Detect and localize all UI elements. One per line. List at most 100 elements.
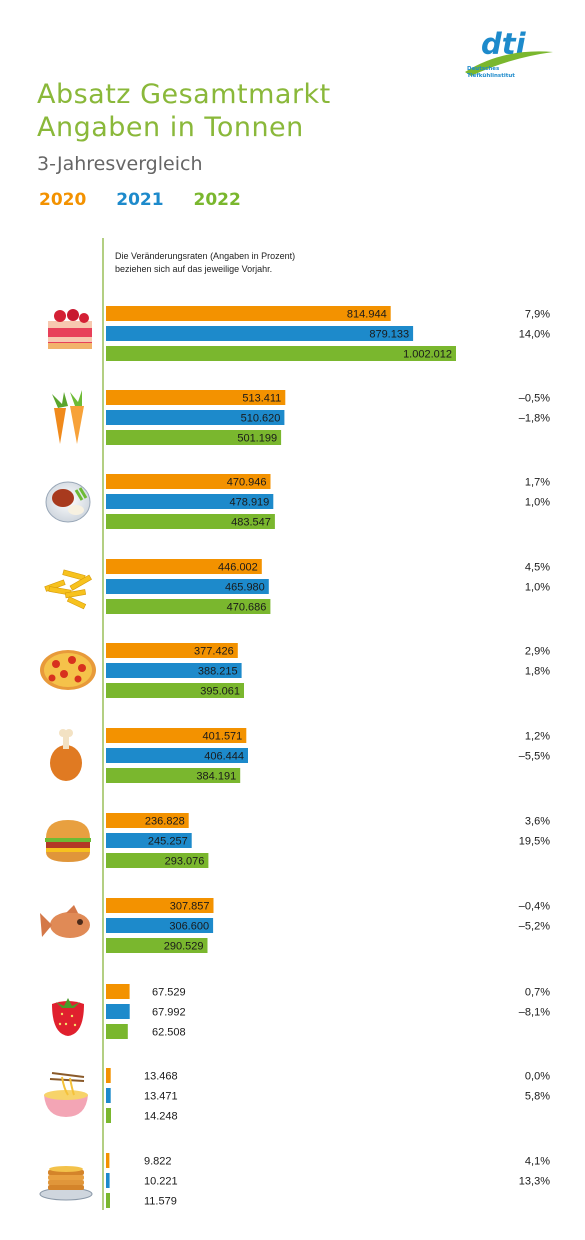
bar-2021-pancakes <box>106 1173 110 1188</box>
chart-axis-line <box>102 238 104 1210</box>
value-label: 510.620 <box>241 413 281 425</box>
bar-2020-carrot <box>106 390 286 405</box>
bar-2021-carrot <box>106 410 285 425</box>
value-label: 501.199 <box>237 433 277 445</box>
change-rate: –8,1% <box>519 1007 550 1019</box>
fish-icon <box>40 905 90 938</box>
value-label: 62.508 <box>152 1027 186 1039</box>
bar-2021-pizza <box>106 663 242 678</box>
bar-2020-noodles <box>106 1068 111 1083</box>
value-label: 236.828 <box>145 816 185 828</box>
value-label: 67.992 <box>152 1007 186 1019</box>
strawberry-icon <box>52 998 84 1036</box>
logo-swoosh <box>465 51 553 76</box>
value-label: 483.547 <box>231 517 271 529</box>
value-label: 10.221 <box>144 1176 178 1188</box>
note-line-2: beziehen sich auf das jeweilige Vorjahr. <box>115 264 273 274</box>
value-label: 395.061 <box>200 686 240 698</box>
bar-2021-meal-plate <box>106 494 274 509</box>
bar-2020-strawberry <box>106 984 130 999</box>
change-rate: 7,9% <box>525 309 550 321</box>
bar-2021-noodles <box>106 1088 111 1103</box>
change-rate: 0,0% <box>525 1071 550 1083</box>
bar-2022-cake <box>106 346 456 361</box>
bar-2022-pancakes <box>106 1193 110 1208</box>
value-label: 814.944 <box>347 309 387 321</box>
value-label: 307.857 <box>170 901 210 913</box>
poultry-leg-icon <box>50 729 82 781</box>
bar-2021-cake <box>106 326 414 341</box>
value-label: 470.686 <box>227 602 267 614</box>
bar-2020-pancakes <box>106 1153 110 1168</box>
bar-2021-burger <box>106 833 192 848</box>
legend: 2020 2021 2022 <box>39 190 265 210</box>
bar-2021-poultry-leg <box>106 748 248 763</box>
bar-2022-fish <box>106 938 208 953</box>
bar-2020-burger <box>106 813 189 828</box>
bar-2022-noodles <box>106 1108 111 1123</box>
bar-2022-fries <box>106 599 271 614</box>
burger-icon <box>45 820 91 862</box>
value-label: 306.600 <box>169 921 209 933</box>
change-rate: –5,2% <box>519 921 550 933</box>
bar-2022-carrot <box>106 430 282 445</box>
change-rate-note: Die Veränderungsraten (Angaben in Prozen… <box>115 250 295 276</box>
change-rate: 1,7% <box>525 477 550 489</box>
value-label: 513.411 <box>242 393 281 405</box>
change-rate: 5,8% <box>525 1091 550 1103</box>
value-label: 13.471 <box>144 1091 178 1103</box>
value-label: 293.076 <box>165 856 205 868</box>
value-label: 13.468 <box>144 1071 178 1083</box>
bar-2020-meal-plate <box>106 474 271 489</box>
bar-2020-fries <box>106 559 262 574</box>
change-rate: 0,7% <box>525 987 550 999</box>
legend-2020: 2020 <box>39 190 87 210</box>
change-rate: –0,4% <box>519 901 550 913</box>
change-rate: 1,2% <box>525 731 550 743</box>
change-rate: 1,0% <box>525 582 550 594</box>
bar-2020-poultry-leg <box>106 728 247 743</box>
subtitle: 3-Jahresvergleich <box>37 153 203 175</box>
value-label: 14.248 <box>144 1111 178 1123</box>
change-rate: 2,9% <box>525 646 550 658</box>
bar-2022-poultry-leg <box>106 768 241 783</box>
dti-logo: dti Deutsches Tiefkühlinstitut <box>463 27 555 84</box>
value-label: 377.426 <box>194 646 234 658</box>
value-label: 879.133 <box>369 329 409 341</box>
logo-line2: Tiefkühlinstitut <box>467 73 515 79</box>
value-label: 245.257 <box>148 836 188 848</box>
value-label: 290.529 <box>164 941 204 953</box>
change-rate: 3,6% <box>525 816 550 828</box>
legend-2022: 2022 <box>193 190 241 210</box>
change-rate: 4,5% <box>525 562 550 574</box>
bar-2021-fries <box>106 579 269 594</box>
bar-2021-strawberry <box>106 1004 130 1019</box>
value-label: 388.215 <box>198 666 238 678</box>
change-rate: 13,3% <box>519 1176 550 1188</box>
value-label: 11.579 <box>144 1196 177 1208</box>
legend-2021: 2021 <box>116 190 164 210</box>
bar-2022-pizza <box>106 683 244 698</box>
bar-2022-burger <box>106 853 209 868</box>
bar-2021-fish <box>106 918 214 933</box>
meal-plate-icon <box>45 481 91 523</box>
value-label: 470.946 <box>227 477 267 489</box>
carrot-icon <box>52 390 84 444</box>
title-line-2: Angaben in Tonnen <box>37 112 304 143</box>
pancakes-icon <box>39 1166 93 1201</box>
title-line-1: Absatz Gesamtmarkt <box>37 79 331 110</box>
change-rate: –5,5% <box>519 751 550 763</box>
bar-2022-strawberry <box>106 1024 128 1039</box>
change-rate: 14,0% <box>519 329 550 341</box>
change-rate: 1,0% <box>525 497 550 509</box>
value-label: 9.822 <box>144 1156 172 1168</box>
value-label: 478.919 <box>230 497 270 509</box>
logo-line1: Deutsches <box>467 66 500 72</box>
value-label: 67.529 <box>152 987 186 999</box>
value-label: 1.002.012 <box>403 349 452 361</box>
fries-icon <box>44 569 92 610</box>
change-rate: 1,8% <box>525 666 550 678</box>
bar-2020-pizza <box>106 643 238 658</box>
value-label: 401.571 <box>203 731 243 743</box>
change-rate: –0,5% <box>519 393 550 405</box>
